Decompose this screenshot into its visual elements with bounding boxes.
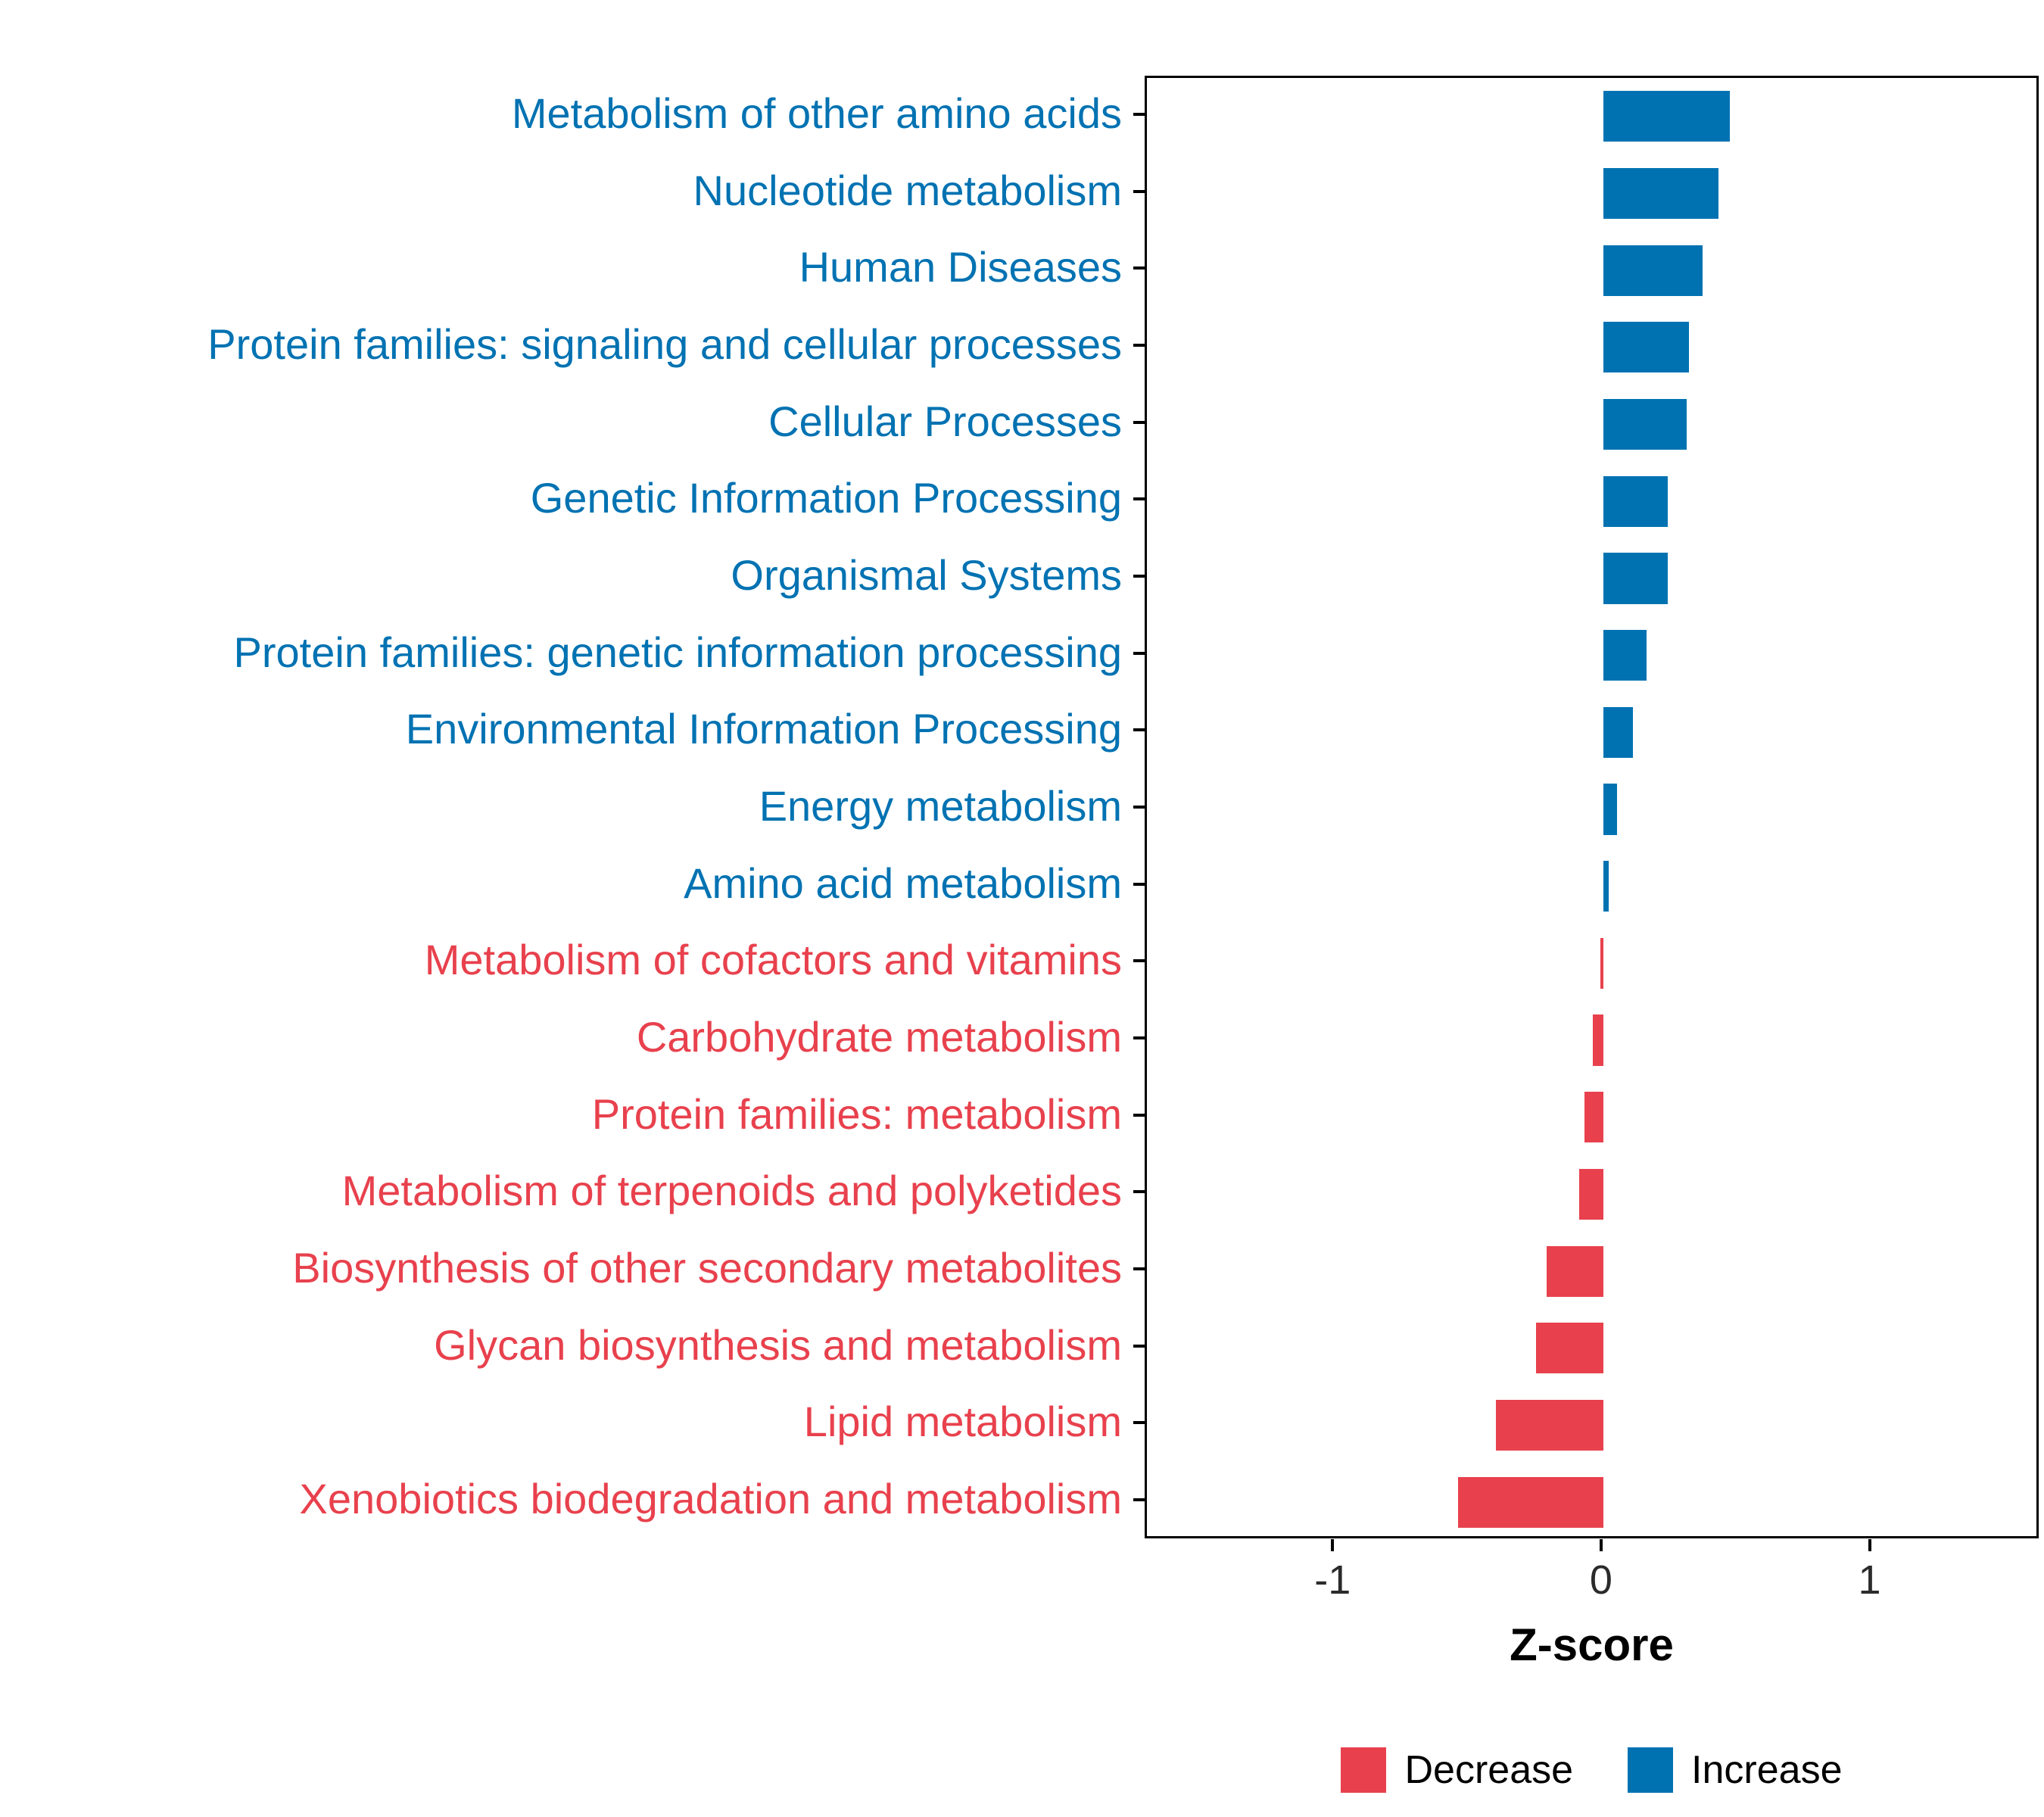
legend-label-increase: Increase xyxy=(1691,1748,1843,1792)
y-axis-tick xyxy=(1133,1190,1145,1194)
legend: Decrease Increase xyxy=(1145,1740,2039,1800)
bar-decrease xyxy=(1458,1476,1603,1528)
bar-decrease xyxy=(1547,1245,1603,1297)
category-label: Metabolism of cofactors and vitamins xyxy=(424,936,1122,984)
legend-label-decrease: Decrease xyxy=(1404,1748,1574,1792)
x-axis-tick xyxy=(1599,1539,1603,1551)
bar-increase xyxy=(1603,322,1690,373)
y-axis-tick xyxy=(1133,1421,1145,1425)
category-label: Environmental Information Processing xyxy=(405,705,1122,753)
y-axis-tick xyxy=(1133,189,1145,193)
x-tick-label: -1 xyxy=(1314,1557,1351,1603)
bar-increase xyxy=(1603,861,1609,912)
y-axis-tick xyxy=(1133,882,1145,886)
legend-item-increase: Increase xyxy=(1628,1747,1843,1793)
plot-panel xyxy=(1145,76,2039,1538)
category-label: Glycan biosynthesis and metabolism xyxy=(434,1320,1122,1369)
bar-increase xyxy=(1603,167,1719,220)
x-axis-title: Z-score xyxy=(1510,1619,1674,1670)
x-tick-label: 1 xyxy=(1858,1557,1881,1603)
y-axis-tick xyxy=(1133,1498,1145,1502)
y-axis-tick xyxy=(1133,806,1145,809)
y-axis-tick xyxy=(1133,959,1145,963)
bar-increase xyxy=(1603,553,1669,604)
legend-swatch-increase xyxy=(1628,1747,1674,1793)
y-axis-tick xyxy=(1133,1344,1145,1348)
x-axis-tick xyxy=(1331,1539,1335,1551)
y-axis-tick xyxy=(1133,266,1145,270)
y-axis-tick xyxy=(1133,420,1145,424)
category-label: Cellular Processes xyxy=(768,397,1122,445)
category-label: Carbohydrate metabolism xyxy=(636,1012,1122,1061)
bar-increase xyxy=(1603,399,1687,450)
category-label: Protein families: metabolism xyxy=(591,1089,1122,1138)
bar-increase xyxy=(1603,784,1617,835)
category-label: Nucleotide metabolism xyxy=(693,166,1122,214)
y-axis-labels: Metabolism of other amino acids Nucleotid… xyxy=(207,89,1122,1523)
bar-increase xyxy=(1603,630,1647,681)
bar-decrease xyxy=(1536,1323,1603,1374)
bar-decrease xyxy=(1578,1168,1603,1220)
category-label: Lipid metabolism xyxy=(803,1398,1122,1446)
y-axis-tick xyxy=(1133,1036,1145,1040)
legend-item-decrease: Decrease xyxy=(1341,1747,1573,1793)
category-label: Xenobiotics biodegradation and metabolis… xyxy=(299,1475,1122,1523)
category-label: Genetic Information Processing xyxy=(530,474,1122,522)
y-axis-tick xyxy=(1133,728,1145,732)
x-tick-label: 0 xyxy=(1589,1557,1612,1603)
legend-swatch-decrease xyxy=(1341,1747,1387,1793)
y-axis-tick xyxy=(1133,497,1145,501)
y-axis-tick xyxy=(1133,343,1145,347)
bar-decrease xyxy=(1600,937,1603,989)
bar-increase xyxy=(1603,91,1730,142)
category-label: Protein families: signaling and cellular… xyxy=(207,319,1122,368)
bar-increase xyxy=(1603,245,1703,296)
y-axis-tick xyxy=(1133,574,1145,578)
bar-increase xyxy=(1603,706,1633,758)
category-label: Amino acid metabolism xyxy=(684,859,1122,907)
y-axis-tick xyxy=(1133,1267,1145,1271)
y-axis-tick xyxy=(1133,112,1145,116)
bar-increase xyxy=(1603,475,1669,527)
category-label: Biosynthesis of other secondary metaboli… xyxy=(292,1243,1122,1292)
bar-decrease xyxy=(1584,1092,1603,1143)
category-label: Human Diseases xyxy=(799,243,1122,291)
category-label: Energy metabolism xyxy=(759,781,1122,830)
category-label: Metabolism of terpenoids and polyketides xyxy=(341,1167,1122,1215)
y-axis-tick xyxy=(1133,651,1145,655)
x-axis-tick xyxy=(1868,1539,1871,1551)
y-axis-tick xyxy=(1133,1113,1145,1117)
category-label: Organismal Systems xyxy=(731,550,1122,599)
bar-decrease xyxy=(1496,1399,1603,1451)
category-label: Protein families: genetic information pr… xyxy=(233,628,1122,676)
category-label: Metabolism of other amino acids xyxy=(511,89,1122,137)
bar-decrease xyxy=(1592,1014,1603,1066)
